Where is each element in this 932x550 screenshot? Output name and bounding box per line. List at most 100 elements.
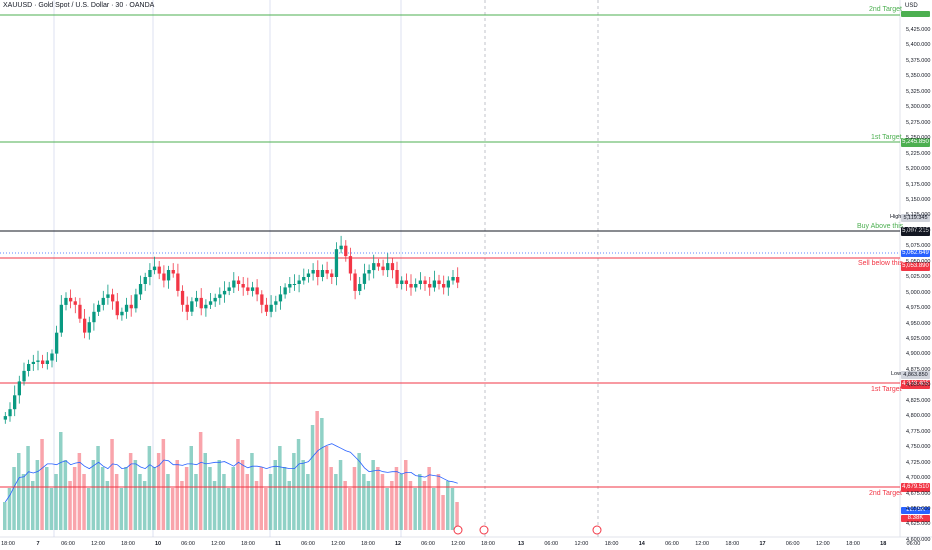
- candle-body: [446, 280, 450, 288]
- candle-body: [41, 360, 45, 364]
- candle-body: [92, 311, 96, 323]
- candle-body: [288, 284, 292, 288]
- volume-bar: [152, 467, 156, 530]
- volume-bar: [240, 460, 245, 530]
- volume-bar: [110, 439, 114, 530]
- volume-bar: [222, 474, 226, 530]
- volume-bar: [292, 453, 296, 530]
- price-tick-label: 5,350.000: [906, 73, 931, 80]
- volume-bar: [324, 446, 329, 530]
- price-tick-label: 5,150.000: [906, 196, 931, 203]
- volume-bar: [408, 481, 413, 530]
- candle-body: [124, 304, 129, 312]
- price-tick-label: 4,625.000: [906, 521, 931, 528]
- volume-bar: [380, 474, 385, 530]
- candle-body: [138, 284, 143, 295]
- candle-body: [194, 297, 199, 302]
- candle-body: [274, 301, 278, 305]
- time-tick-label: 06:00: [181, 541, 195, 547]
- candle-body: [404, 280, 408, 284]
- time-tick-label: 06:00: [785, 541, 800, 547]
- candle-body: [87, 322, 91, 333]
- candle-body: [432, 280, 436, 288]
- time-tick-label: 06:00: [421, 541, 435, 547]
- price-tick-label: 4,800.000: [906, 413, 931, 420]
- time-tick-label: 12:00: [91, 541, 105, 547]
- volume-bar: [376, 467, 380, 530]
- candle-body: [101, 297, 105, 305]
- candle-body: [204, 304, 208, 309]
- volume-bar: [198, 432, 203, 530]
- time-tick-label: 12:00: [451, 541, 465, 547]
- volume-bar: [100, 467, 105, 530]
- volume-bar: [40, 439, 44, 530]
- candle-body: [269, 304, 273, 312]
- time-tick-label: 13: [517, 541, 525, 547]
- symbol-title[interactable]: XAUUSD · Gold Spot / U.S. Dollar · 30 · …: [3, 2, 155, 9]
- time-tick-label: 12:00: [695, 541, 710, 547]
- price-tick-label: 5,200.000: [906, 166, 931, 173]
- candle-body: [190, 301, 194, 312]
- volume-bar: [329, 467, 333, 530]
- time-tick-label: 12:00: [211, 541, 225, 547]
- time-tick-label: 18:00: [1, 541, 15, 547]
- volume-bar: [413, 488, 417, 530]
- price-tick-label: 5,425.000: [906, 27, 931, 33]
- candle-body: [241, 284, 245, 288]
- candle-body: [36, 360, 40, 362]
- price-chip-buy-above: 5,097.215: [901, 227, 930, 236]
- volume-bar: [63, 460, 68, 530]
- volume-bar: [54, 474, 58, 530]
- candle-body: [362, 273, 367, 284]
- volume-bar: [166, 474, 170, 530]
- time-tick-label: 12: [394, 541, 402, 547]
- price-tick-label: 4,825.000: [906, 397, 931, 404]
- time-tick-label: 12:00: [331, 541, 345, 547]
- volume-bar: [371, 460, 375, 530]
- volume-bar: [296, 439, 301, 530]
- candle-body: [456, 277, 460, 283]
- volume-chip: 8.38K: [901, 515, 930, 522]
- volume-bar: [91, 460, 96, 530]
- candle-body: [390, 263, 395, 271]
- candle-body: [27, 364, 31, 371]
- candle-body: [418, 280, 422, 284]
- price-tick-label: 5,375.000: [906, 57, 931, 64]
- volume-bar: [17, 453, 21, 530]
- candle-body: [348, 256, 353, 274]
- price-tick-label: 4,900.000: [906, 351, 931, 358]
- low-value: 4,863.850: [901, 371, 930, 379]
- time-tick-label: 18:00: [846, 541, 860, 547]
- price-tick-label: 4,600.000: [906, 536, 931, 543]
- candle-body: [45, 360, 49, 364]
- price-tick-label: 4,750.000: [906, 444, 931, 451]
- candle-body: [297, 280, 301, 284]
- volume-bar: [399, 474, 403, 530]
- candle-body: [78, 304, 82, 319]
- time-tick-label: 18: [880, 541, 887, 547]
- candle-body: [283, 287, 287, 295]
- candle-body: [157, 266, 161, 274]
- price-tick-label: 5,225.000: [906, 150, 931, 157]
- us-flag-icon: [592, 525, 602, 535]
- level-label-target1-up: 1st Target: [871, 134, 902, 141]
- candle-body: [97, 304, 101, 312]
- volume-bar: [278, 446, 282, 530]
- candle-body: [428, 284, 432, 288]
- volume-bar: [114, 474, 119, 530]
- volume-bar: [404, 460, 408, 530]
- time-tick-label: 06:00: [301, 541, 315, 547]
- volume-bar: [170, 488, 175, 530]
- volume-bar: [105, 481, 110, 530]
- candle-body: [372, 263, 376, 271]
- price-tick-label: 4,975.000: [906, 305, 931, 312]
- volume-bar: [7, 488, 12, 530]
- candle-body: [451, 277, 455, 281]
- candle-body: [83, 318, 87, 333]
- candle-body: [106, 294, 110, 298]
- volume-bar: [282, 467, 287, 530]
- volume-bar: [338, 460, 343, 530]
- volume-bar: [394, 467, 399, 530]
- time-tick-label: 17: [759, 541, 766, 547]
